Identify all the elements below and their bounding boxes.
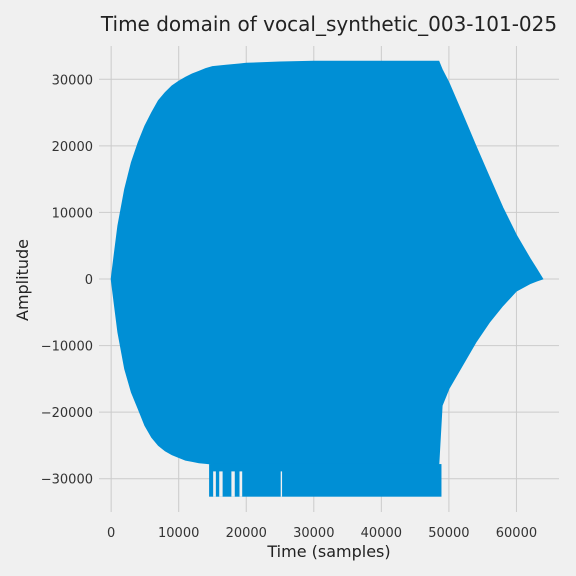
x-tick-label: 0 [107,526,115,541]
peak-gap [280,471,283,497]
y-tick-label: 20000 [52,140,93,155]
y-tick-label: 0 [85,273,93,288]
x-axis-label: Time (samples) [266,542,390,561]
peak-gap [231,471,235,497]
y-tick-label: −30000 [41,473,93,488]
y-tick-label: 10000 [52,206,93,221]
peak-gap [219,471,223,497]
x-tick-label: 30000 [293,526,334,541]
waveform-envelope [110,60,544,465]
x-tick-label: 50000 [428,526,469,541]
x-tick-label: 60000 [496,526,537,541]
peak-gap [213,471,216,497]
x-tick-label: 40000 [361,526,402,541]
y-tick-label: −10000 [41,340,93,355]
y-tick-label: −20000 [41,406,93,421]
chart-title: Time domain of vocal_synthetic_003-101-0… [100,12,557,36]
series-layer [110,60,544,497]
y-tick-label: 30000 [52,73,93,88]
tick-labels: 0 10000 20000 30000 40000 50000 60000 30000 2000… [41,73,537,541]
peak-gap [239,471,243,497]
x-tick-label: 10000 [158,526,199,541]
x-tick-label: 20000 [226,526,267,541]
waveform-peaks [209,464,442,497]
y-axis-label: Amplitude [13,239,32,321]
